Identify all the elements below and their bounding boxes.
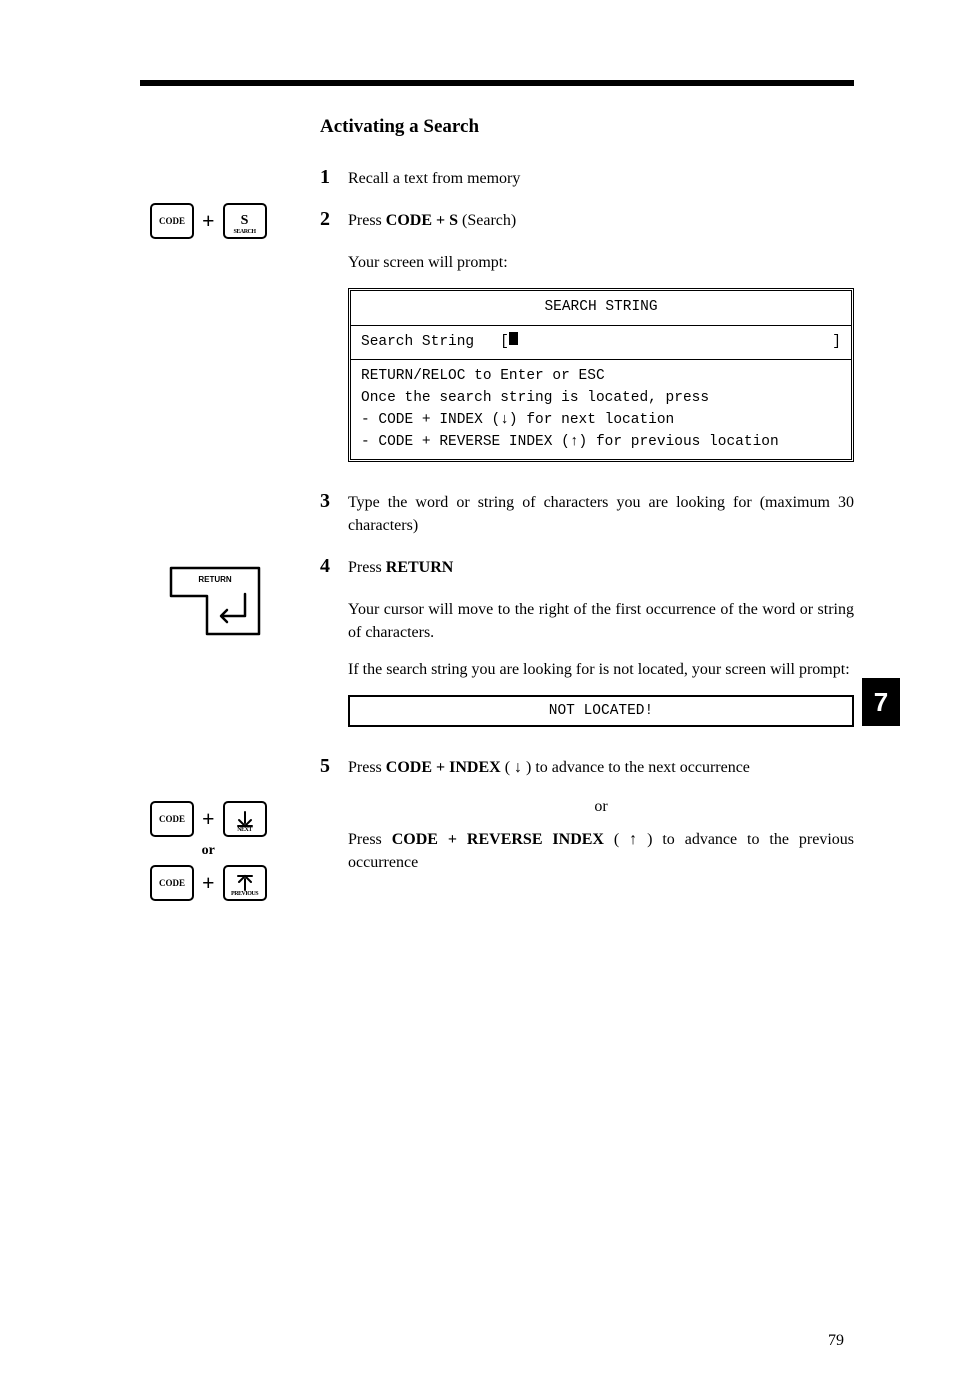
- bold-keys: CODE + INDEX: [386, 759, 501, 776]
- step-number: 2: [320, 208, 348, 231]
- or-label: or: [150, 843, 267, 859]
- screen-input-row: Search String [ ]: [351, 326, 851, 361]
- step-1: 1 Recall a text from memory: [320, 166, 854, 190]
- bold-keys: RETURN: [386, 559, 454, 576]
- screen-search-string: SEARCH STRING Search String [ ] RETURN/R…: [348, 288, 854, 463]
- step-5b: Press CODE + REVERSE INDEX ( ↑ ) to adva…: [348, 828, 854, 874]
- text-span: Press: [348, 559, 386, 576]
- keycap-stack-index: CODE + NEXT or CODE + PREVIOUS: [150, 801, 267, 901]
- key-label: CODE: [159, 815, 185, 824]
- bracket-open: [: [500, 332, 509, 354]
- text-span: Press: [348, 212, 386, 229]
- s-key-icon: S SEARCH: [223, 203, 267, 239]
- text-span: Press: [348, 759, 386, 776]
- step-number: 1: [320, 166, 348, 189]
- code-key-icon: CODE: [150, 865, 194, 901]
- key-sublabel: SEARCH: [228, 229, 262, 235]
- step-text: Type the word or string of characters yo…: [348, 492, 854, 537]
- index-down-key-icon: NEXT: [223, 801, 267, 837]
- step-3: 3 Type the word or string of characters …: [320, 490, 854, 537]
- section-tab: 7: [862, 678, 900, 726]
- keycap-row-code-s: CODE + S SEARCH: [150, 203, 267, 239]
- text-span: Press: [348, 831, 392, 848]
- step-2-prompt: Your screen will prompt:: [348, 251, 854, 274]
- key-sublabel: NEXT: [228, 827, 262, 833]
- step-text: Press CODE + INDEX ( ↓ ) to advance to t…: [348, 757, 854, 779]
- screen-title: SEARCH STRING: [351, 291, 851, 326]
- field-label: Search String: [361, 332, 474, 354]
- section-heading: Activating a Search: [320, 116, 854, 138]
- key-label: CODE: [159, 217, 185, 226]
- screen-not-located: NOT LOCATED!: [348, 695, 854, 727]
- page-number: 79: [828, 1332, 844, 1350]
- step-4-para-1: Your cursor will move to the right of th…: [348, 598, 854, 644]
- step-text: Press CODE + S (Search): [348, 210, 854, 232]
- bracket-close: ]: [832, 332, 841, 354]
- plus-icon: +: [202, 208, 215, 234]
- step-number: 3: [320, 490, 348, 513]
- step-number: 5: [320, 755, 348, 778]
- step-5: 5 Press CODE + INDEX ( ↓ ) to advance to…: [320, 755, 854, 779]
- code-key-icon: CODE: [150, 203, 194, 239]
- bold-keys: CODE + S: [386, 212, 458, 229]
- step-text: Recall a text from memory: [348, 168, 854, 190]
- screen-body: RETURN/RELOC to Enter or ESC Once the se…: [351, 360, 851, 459]
- step-2: 2 Press CODE + S (Search): [320, 208, 854, 232]
- plus-icon: +: [202, 870, 215, 896]
- step-number: 4: [320, 555, 348, 578]
- or-separator: or: [348, 798, 854, 816]
- key-sublabel: PREVIOUS: [228, 891, 262, 897]
- index-up-key-icon: PREVIOUS: [223, 865, 267, 901]
- code-key-icon: CODE: [150, 801, 194, 837]
- key-label: RETURN: [198, 575, 232, 584]
- step-4: 4 Press RETURN: [320, 555, 854, 579]
- text-span: ( ↓ ) to advance to the next occurrence: [501, 759, 750, 776]
- step-text: Press RETURN: [348, 557, 854, 579]
- text-span: (Search): [458, 212, 516, 229]
- step-4-para-2: If the search string you are looking for…: [348, 658, 854, 681]
- cursor-icon: [509, 332, 518, 345]
- horizontal-rule: [140, 80, 854, 86]
- key-label: CODE: [159, 879, 185, 888]
- return-key-icon: RETURN: [165, 562, 265, 640]
- plus-icon: +: [202, 806, 215, 832]
- key-label: S: [241, 214, 249, 228]
- bold-keys: CODE + REVERSE INDEX: [392, 831, 604, 848]
